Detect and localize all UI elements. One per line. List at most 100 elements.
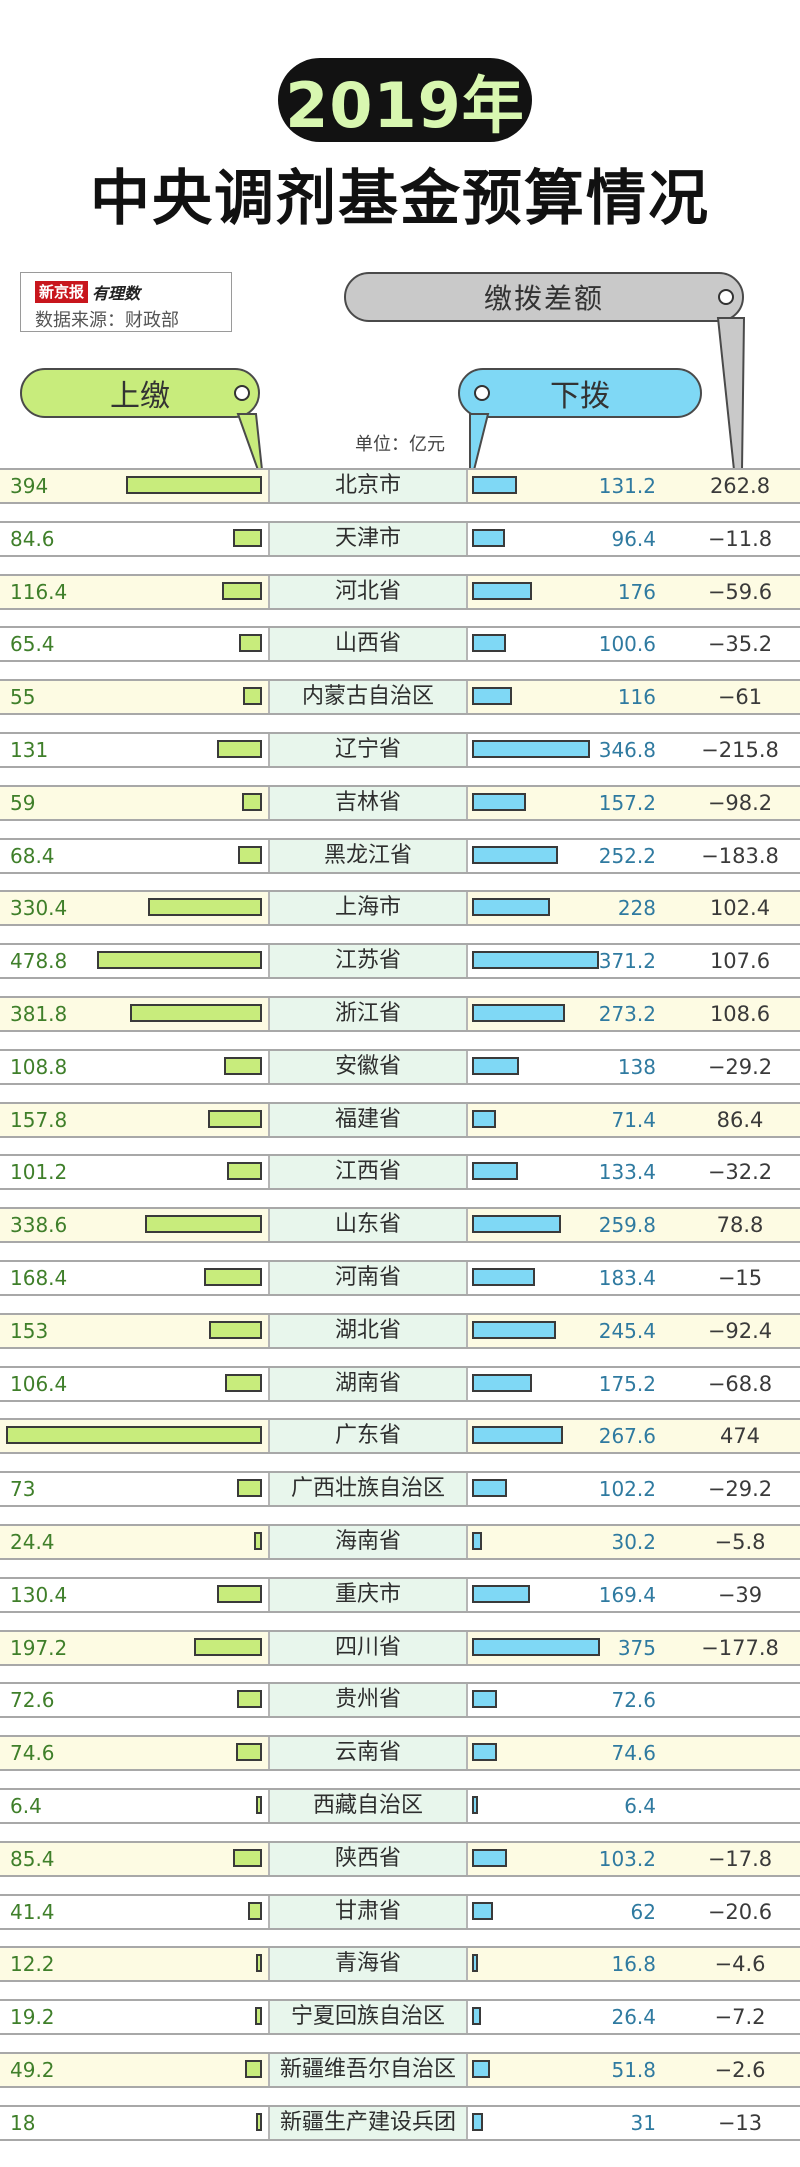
up-bar bbox=[193, 1637, 262, 1656]
up-value-label: 157.8 bbox=[10, 1107, 68, 1132]
pointer-leaders bbox=[236, 317, 746, 471]
up-value-label: 24.4 bbox=[10, 1530, 55, 1554]
source-box: 新京报 有理数 数据来源：财政部 bbox=[20, 272, 232, 332]
diff-header-pill: 缴拨差额 bbox=[344, 272, 744, 322]
diff-value-label: −11.8 bbox=[707, 526, 773, 551]
up-bar bbox=[221, 581, 262, 600]
down-value-label: 175.2 bbox=[598, 1371, 656, 1396]
up-bar bbox=[209, 1320, 262, 1339]
down-value-label: 102.2 bbox=[598, 1477, 656, 1502]
table-row: 106.4 湖南省 175.2 −68.8 bbox=[0, 1365, 800, 1402]
region-name: 辽宁省 bbox=[268, 734, 468, 766]
up-value-label: 68.4 bbox=[10, 843, 55, 868]
diff-value-label: −17.8 bbox=[707, 1846, 773, 1871]
down-value-label: 133.4 bbox=[598, 1160, 656, 1185]
down-value-label: 103.2 bbox=[598, 1846, 656, 1871]
region-name: 贵州省 bbox=[268, 1684, 468, 1717]
down-bar bbox=[472, 1901, 494, 1920]
table-row: 41.4 甘肃省 62 −20.6 bbox=[0, 1893, 800, 1930]
region-name: 天津市 bbox=[268, 522, 468, 555]
diff-value-label: −61 bbox=[717, 685, 763, 710]
diff-value-label: 86.4 bbox=[716, 1107, 764, 1132]
up-value-label: 74.6 bbox=[10, 1741, 55, 1766]
table-row: 130.4 重庆市 169.4 −39 bbox=[0, 1576, 800, 1613]
region-name: 西藏自治区 bbox=[268, 1790, 468, 1822]
table-row: 153 湖北省 245.4 −92.4 bbox=[0, 1312, 800, 1349]
down-value-label: 26.4 bbox=[611, 2005, 656, 2030]
table-row: 18 新疆生产建设兵团 31 −13 bbox=[0, 2104, 800, 2141]
region-name: 山西省 bbox=[268, 628, 468, 661]
up-value-label: 116.4 bbox=[10, 579, 68, 604]
diff-value-label: 107.6 bbox=[709, 949, 771, 974]
up-value-label: 65.4 bbox=[10, 632, 55, 657]
down-value-label: 228 bbox=[617, 896, 656, 921]
year-badge: 2019年 bbox=[278, 58, 532, 142]
table-row: 12.2 青海省 16.8 −4.6 bbox=[0, 1946, 800, 1983]
up-value-label: 85.4 bbox=[10, 1846, 55, 1871]
up-bar bbox=[207, 1109, 262, 1128]
region-name: 江苏省 bbox=[268, 945, 468, 978]
table-row: 84.6 天津市 96.4 −11.8 bbox=[0, 520, 800, 557]
up-value-label: 106.4 bbox=[10, 1371, 68, 1396]
down-bar bbox=[472, 1056, 520, 1075]
region-name: 新疆生产建设兵团 bbox=[268, 2106, 468, 2139]
region-name: 吉林省 bbox=[268, 786, 468, 819]
region-name: 云南省 bbox=[268, 1737, 468, 1770]
up-value-label: 73 bbox=[10, 1477, 36, 1502]
table-row: 74.6 云南省 74.6 bbox=[0, 1735, 800, 1772]
down-bar bbox=[472, 2112, 483, 2131]
diff-value-label: −13 bbox=[717, 2110, 763, 2135]
down-header-pill: 下拨 bbox=[458, 368, 702, 418]
up-value-label: 130.4 bbox=[10, 1582, 68, 1607]
diff-value-label bbox=[690, 1684, 790, 1716]
down-bar bbox=[472, 1584, 530, 1603]
down-value-label: 252.2 bbox=[598, 843, 656, 868]
up-bar bbox=[236, 1690, 262, 1709]
up-value-label: 101.2 bbox=[10, 1160, 68, 1185]
down-bar bbox=[472, 2060, 490, 2078]
table-row: 197.2 四川省 375 −177.8 bbox=[0, 1629, 800, 1666]
down-value-label: 51.8 bbox=[611, 2058, 656, 2082]
diff-pointer bbox=[716, 317, 746, 471]
up-value-label: 381.8 bbox=[10, 1002, 68, 1026]
region-name: 湖北省 bbox=[268, 1314, 468, 1347]
up-value-label: 394 bbox=[10, 474, 49, 498]
diff-value-label: −92.4 bbox=[707, 1318, 773, 1343]
up-bar bbox=[241, 792, 262, 811]
up-bar bbox=[130, 1004, 262, 1022]
region-name: 河北省 bbox=[268, 575, 468, 608]
down-bar bbox=[472, 1320, 556, 1339]
down-value-label: 96.4 bbox=[611, 526, 656, 551]
region-name: 北京市 bbox=[268, 470, 468, 502]
up-bar bbox=[147, 898, 262, 917]
up-header-pill: 上缴 bbox=[20, 368, 260, 418]
down-bar bbox=[472, 1532, 483, 1550]
down-bar bbox=[472, 1690, 497, 1709]
up-bar bbox=[236, 1479, 262, 1498]
table-row: 131 辽宁省 346.8 −215.8 bbox=[0, 732, 800, 768]
down-value-label: 6.4 bbox=[624, 1794, 656, 1818]
data-source: 数据来源：财政部 bbox=[35, 310, 179, 331]
table-row: 338.6 山东省 259.8 78.8 bbox=[0, 1207, 800, 1244]
up-bar bbox=[243, 687, 262, 706]
region-name: 甘肃省 bbox=[268, 1895, 468, 1928]
up-bar bbox=[245, 2060, 262, 2078]
up-bar bbox=[145, 1215, 262, 1234]
diff-value-label: −177.8 bbox=[701, 1635, 779, 1660]
table-row: 24.4 海南省 30.2 −5.8 bbox=[0, 1524, 800, 1560]
data-table: 394 北京市 131.2 262.8 84.6 天津市 96.4 −11.8 116.4 河北省… bbox=[0, 468, 800, 2158]
down-value-label: 183.4 bbox=[598, 1266, 656, 1290]
down-bar bbox=[472, 898, 550, 917]
down-bar bbox=[472, 1848, 508, 1867]
up-value-label: 131 bbox=[10, 738, 49, 762]
table-row: 19.2 宁夏回族自治区 26.4 −7.2 bbox=[0, 1999, 800, 2036]
table-row: 101.2 江西省 133.4 −32.2 bbox=[0, 1154, 800, 1191]
down-bar bbox=[472, 581, 533, 600]
down-value-label: 176 bbox=[617, 579, 656, 604]
up-bar bbox=[125, 476, 262, 494]
diff-value-label: 102.4 bbox=[709, 896, 771, 921]
up-header-label: 上缴 bbox=[110, 379, 170, 414]
down-value-label: 346.8 bbox=[598, 738, 656, 762]
region-name: 内蒙古自治区 bbox=[268, 681, 468, 714]
up-bar bbox=[216, 740, 262, 758]
